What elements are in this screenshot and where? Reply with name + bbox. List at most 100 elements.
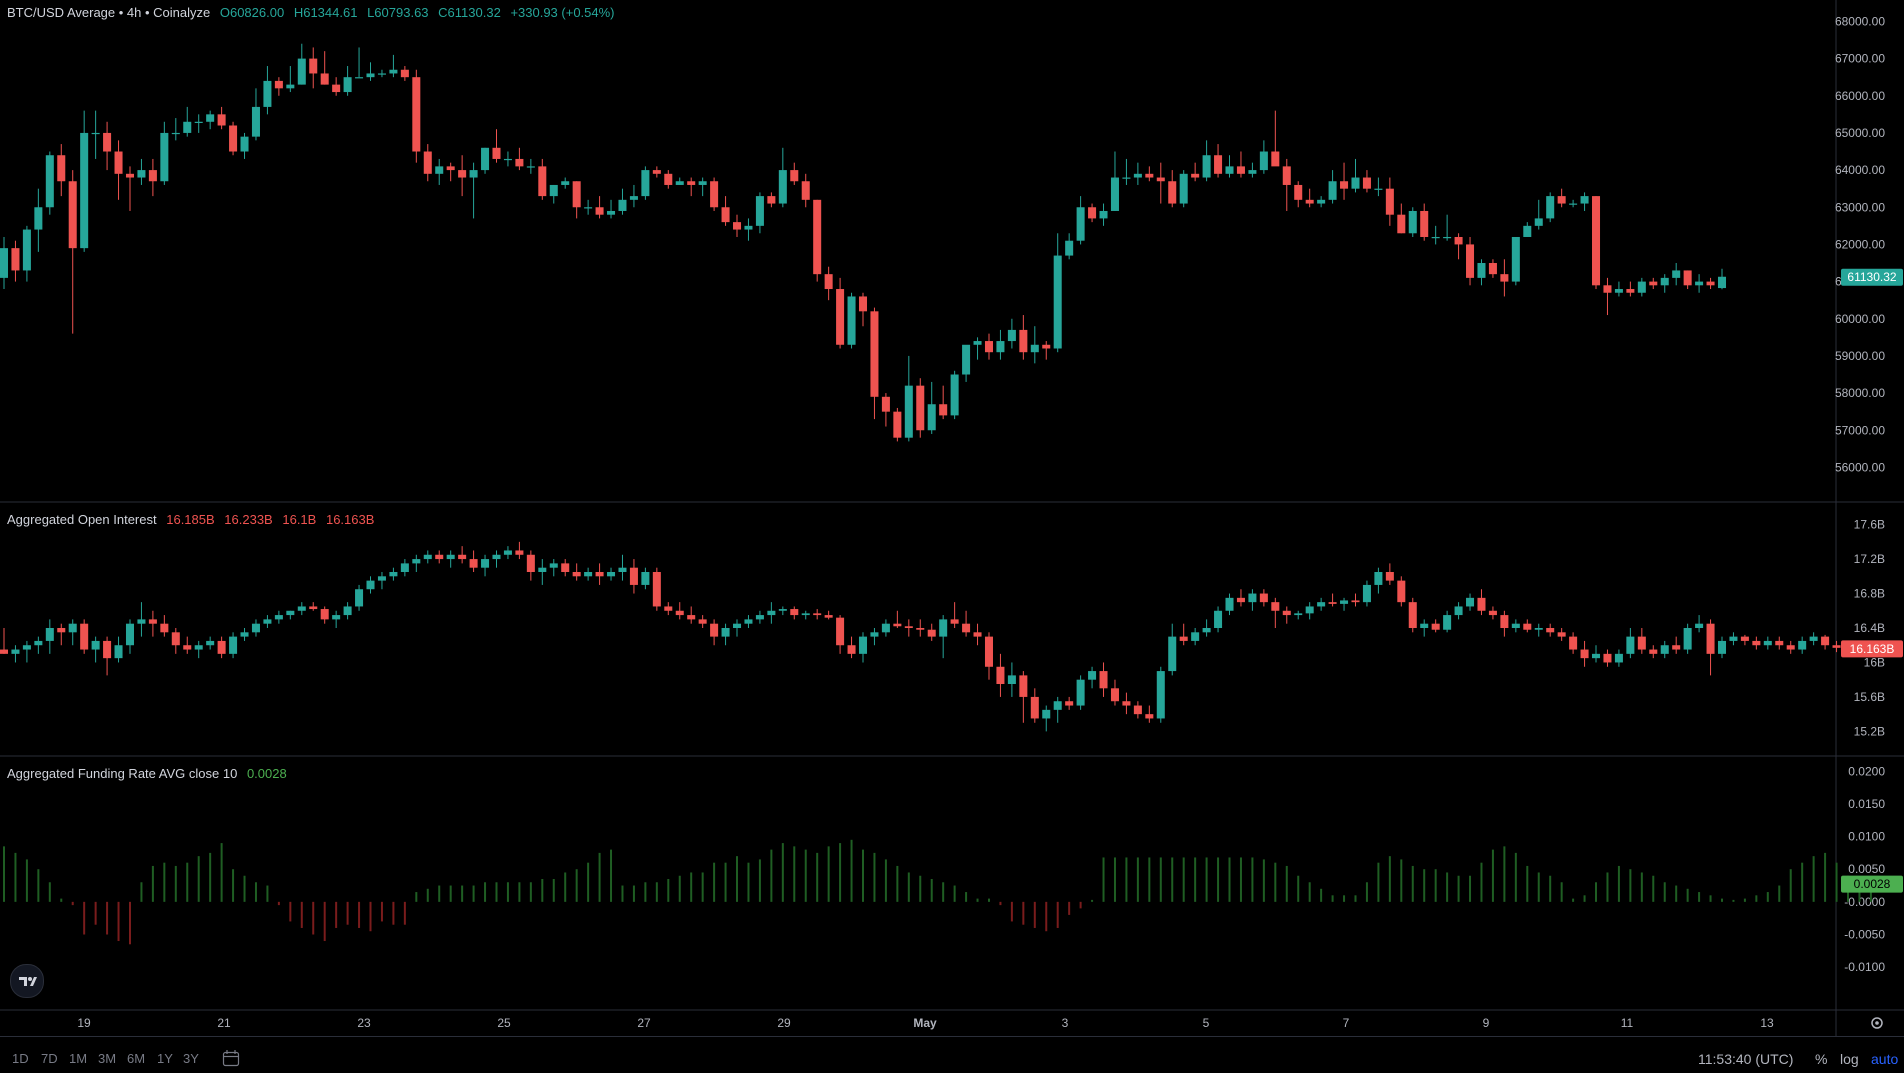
timeframe-3y[interactable]: 3Y <box>183 1051 199 1066</box>
candle-body <box>297 58 306 85</box>
oi-open: 16.185B <box>166 512 215 527</box>
candle-body <box>446 166 455 171</box>
candle-body <box>1225 597 1234 611</box>
candle-body <box>973 341 982 345</box>
candle-body <box>744 619 753 624</box>
candle-body <box>939 404 948 416</box>
candle-body <box>1168 181 1177 204</box>
tradingview-logo[interactable] <box>10 964 44 998</box>
candle-body <box>607 210 616 215</box>
utc-clock[interactable]: 11:53:40 (UTC) <box>1698 1051 1794 1067</box>
candle-body <box>1706 623 1715 654</box>
candle-body <box>1443 615 1452 630</box>
candle-body <box>1546 628 1555 633</box>
candle-body <box>687 615 696 620</box>
candle-body <box>1133 705 1142 715</box>
candle-body <box>801 181 810 200</box>
candle-body <box>1832 645 1841 648</box>
oi-close: 16.163B <box>325 512 375 527</box>
candle-body <box>1248 593 1257 603</box>
oi-candles <box>0 541 1875 732</box>
candle-body <box>1408 602 1417 628</box>
candle-body <box>664 606 673 611</box>
candle-body <box>962 344 971 375</box>
timeframe-7d[interactable]: 7D <box>41 1051 58 1066</box>
candle-body <box>698 619 707 624</box>
y-tick-label: 0.0200 <box>1848 764 1885 778</box>
candle-body <box>1752 640 1761 646</box>
candle-body <box>171 132 180 135</box>
candle-body <box>572 572 581 577</box>
oi-title[interactable]: Aggregated Open Interest <box>7 512 157 527</box>
candle-body <box>286 84 295 89</box>
symbol-title[interactable]: BTC/USD Average • 4h • Coinalyze <box>7 5 211 20</box>
candle-body <box>114 151 123 174</box>
auto-toggle[interactable]: auto <box>1871 1051 1899 1067</box>
candle-body <box>1259 593 1268 603</box>
y-tick-label: -0.0100 <box>1844 960 1885 974</box>
candle-body <box>1397 580 1406 603</box>
oi-high: 16.233B <box>224 512 273 527</box>
candle-body <box>1443 236 1452 239</box>
candle-body <box>549 184 558 197</box>
candle-body <box>641 170 650 197</box>
candle-body <box>858 296 868 312</box>
candle-body <box>652 170 661 174</box>
candle-body <box>973 632 982 637</box>
candle-body <box>1351 177 1360 189</box>
fr-value: 0.0028 <box>246 766 287 781</box>
candle-body <box>377 73 386 75</box>
x-tick-label: 11 <box>1621 1016 1634 1030</box>
candle-body <box>881 396 890 412</box>
candle-body <box>1236 597 1245 603</box>
x-tick-label: May <box>913 1016 937 1030</box>
percent-toggle[interactable]: % <box>1815 1051 1828 1067</box>
candle-body <box>1534 628 1543 630</box>
timeframe-1m[interactable]: 1M <box>69 1051 88 1066</box>
calendar-icon[interactable] <box>222 1049 240 1067</box>
candle-body <box>34 640 43 646</box>
candle-body <box>618 199 627 211</box>
candle-body <box>1500 615 1509 628</box>
candle-body <box>1294 613 1303 616</box>
candle-body <box>1110 688 1119 702</box>
candle-body <box>549 563 558 568</box>
candle-body <box>1030 344 1039 353</box>
candle-body <box>389 69 398 74</box>
timeframe-3m[interactable]: 3M <box>98 1051 117 1066</box>
timeframe-1y[interactable]: 1Y <box>157 1051 173 1066</box>
candle-body <box>1019 675 1028 697</box>
candle-body <box>778 609 787 611</box>
candle-body <box>1408 210 1417 234</box>
candle-body <box>1603 285 1612 293</box>
y-tick-label: 0.0150 <box>1848 797 1885 811</box>
log-toggle[interactable]: log <box>1840 1051 1859 1067</box>
candle-body <box>675 610 684 616</box>
chart-canvas[interactable]: 68000.00 67000.00 66000.00 65000.00 64000.00… <box>0 0 1904 1036</box>
change-value: +330.93 (+0.54%) <box>510 5 615 20</box>
candle-body <box>114 645 123 659</box>
candle-body <box>22 229 31 271</box>
y-tick-label: 66000.00 <box>1835 89 1885 103</box>
candle-body <box>1053 701 1062 710</box>
timeframe-1d[interactable]: 1D <box>12 1051 29 1066</box>
candle-body <box>755 615 764 620</box>
timeframe-6m[interactable]: 6M <box>127 1051 146 1066</box>
candle-body <box>1385 572 1394 581</box>
x-tick-label: 25 <box>497 1016 511 1030</box>
x-tick-label: 27 <box>637 1016 651 1030</box>
candle-body <box>801 613 810 616</box>
fr-title[interactable]: Aggregated Funding Rate AVG close 10 <box>7 766 238 781</box>
candle-body <box>1042 709 1051 719</box>
candle-body <box>1763 640 1772 646</box>
candle-body <box>1660 277 1669 286</box>
y-tick-label: 16.8B <box>1854 587 1885 601</box>
candle-body <box>1569 636 1578 650</box>
candle-body <box>1088 207 1097 219</box>
candle-body <box>481 559 490 568</box>
candle-body <box>68 181 77 249</box>
settings-gear-icon[interactable] <box>1871 1017 1883 1029</box>
candle-body <box>778 170 787 204</box>
candle-body <box>836 289 845 345</box>
candle-body <box>194 645 203 650</box>
